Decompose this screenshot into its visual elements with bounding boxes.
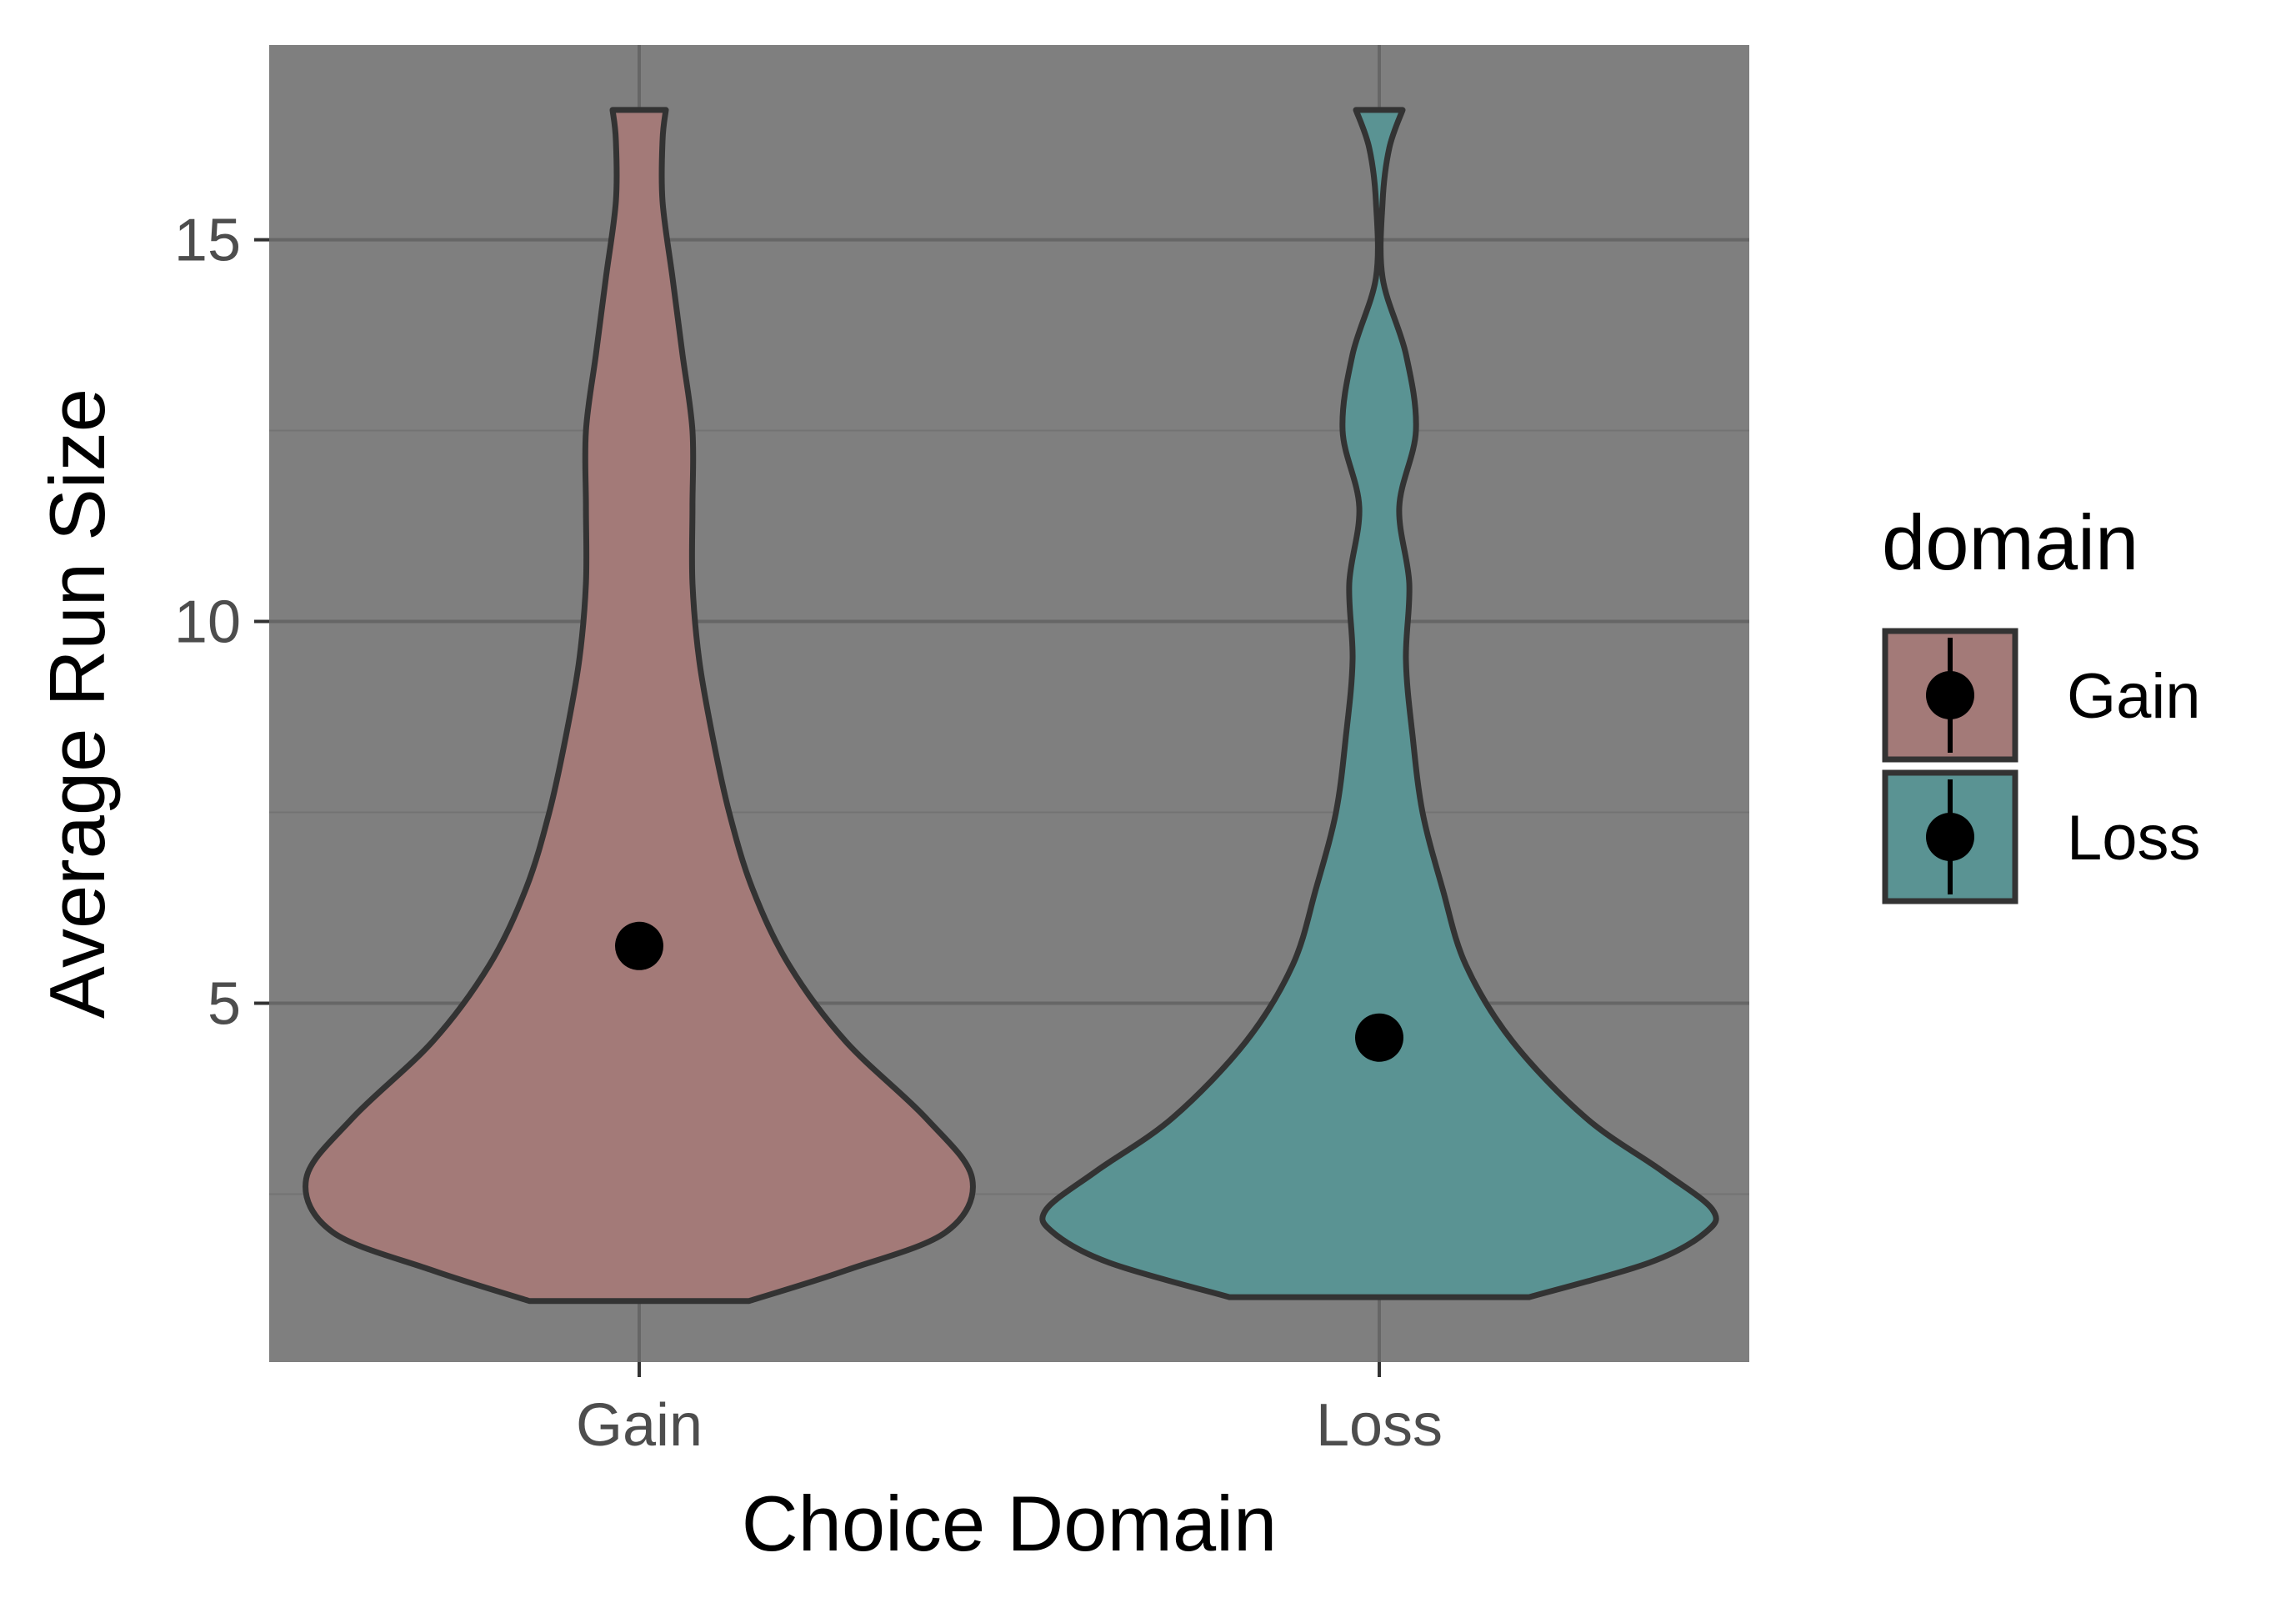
legend-title: domain (1882, 498, 2138, 586)
mean-point-loss (1355, 1013, 1403, 1062)
mean-points (615, 921, 1403, 1062)
legend-item-loss: Loss (1882, 769, 2201, 904)
x-tick-label-gain: Gain (576, 1392, 703, 1459)
y-tick-label: 10 (174, 589, 241, 656)
legend-label-loss: Loss (2067, 803, 2201, 874)
x-axis: Gain Loss (576, 1362, 1443, 1459)
legend-label-gain: Gain (2067, 661, 2201, 732)
y-tick-label: 5 (208, 971, 241, 1038)
mean-point-gain (615, 921, 663, 970)
y-axis-title: Average Run Size (33, 388, 121, 1019)
legend-key-point (1926, 671, 1974, 719)
violin-gain (303, 107, 976, 1305)
x-axis-title: Choice Domain (742, 1480, 1278, 1567)
legend-key-point (1926, 813, 1974, 861)
x-tick-label-loss: Loss (1316, 1392, 1443, 1459)
violin-loss (1039, 107, 1719, 1300)
legend: domain Gain Loss (1882, 498, 2201, 904)
y-tick-label: 15 (174, 208, 241, 274)
legend-item-gain: Gain (1882, 628, 2201, 763)
y-axis: 5 10 15 (174, 208, 269, 1038)
violins (303, 107, 1719, 1305)
